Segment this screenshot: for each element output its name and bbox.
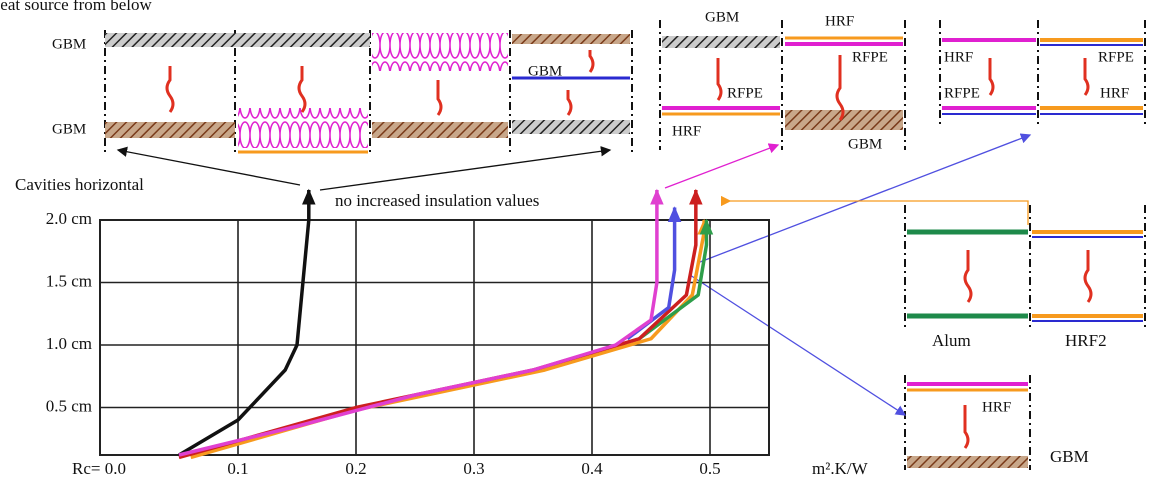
curve: [179, 190, 696, 458]
x-tick-label: 0.5: [699, 459, 720, 478]
label: GBM: [528, 63, 562, 79]
arrow-head: [651, 190, 663, 204]
label: Alum: [932, 331, 971, 350]
label: GBM: [52, 121, 86, 137]
x-axis-unit: m².K/W: [812, 459, 869, 478]
plot-frame: [100, 220, 769, 455]
title: Heat source from below: [0, 0, 153, 14]
y-tick-label: 1.5 cm: [46, 271, 92, 290]
label: RFPE: [944, 85, 980, 101]
label: HRF: [944, 49, 973, 65]
plot: 0.5 cm 1.0 cm 1.5 cm 2.0 cm Rc= 0.0 0.1 0.2 0.3…: [46, 190, 769, 478]
pointer-arrows: [118, 135, 1030, 415]
y-axis-title: Cavities horizontal: [15, 175, 144, 194]
label: HRF: [672, 123, 701, 139]
label: HRF2: [1065, 331, 1107, 350]
arrow-head: [669, 208, 681, 222]
y-tick-label: 1.0 cm: [46, 334, 92, 353]
x-tick-label: 0.1: [227, 459, 248, 478]
label: GBM: [1050, 447, 1089, 466]
label: GBM: [52, 36, 86, 52]
arrow-head: [690, 190, 702, 204]
label: GBM: [705, 9, 739, 25]
label: HRF: [982, 399, 1011, 415]
label: RFPE: [852, 49, 888, 65]
label: HRF: [825, 13, 854, 29]
figure: Heat source from below GB: [0, 0, 1151, 490]
x-tick-label: 0.3: [463, 459, 484, 478]
x-tick-label: 0.4: [581, 459, 603, 478]
y-tick-label: 2.0 cm: [46, 209, 92, 228]
arrow-head: [303, 190, 315, 204]
label: GBM: [848, 136, 882, 152]
y-tick-label: 0.5 cm: [46, 396, 92, 415]
annotation: no increased insulation values: [335, 191, 539, 210]
curve: [179, 190, 309, 455]
x-tick-label: 0.2: [345, 459, 366, 478]
x-tick-label: Rc= 0.0: [72, 459, 126, 478]
label: HRF: [1100, 85, 1129, 101]
label: RFPE: [727, 85, 763, 101]
label: RFPE: [1098, 49, 1134, 65]
curve: [179, 190, 657, 455]
